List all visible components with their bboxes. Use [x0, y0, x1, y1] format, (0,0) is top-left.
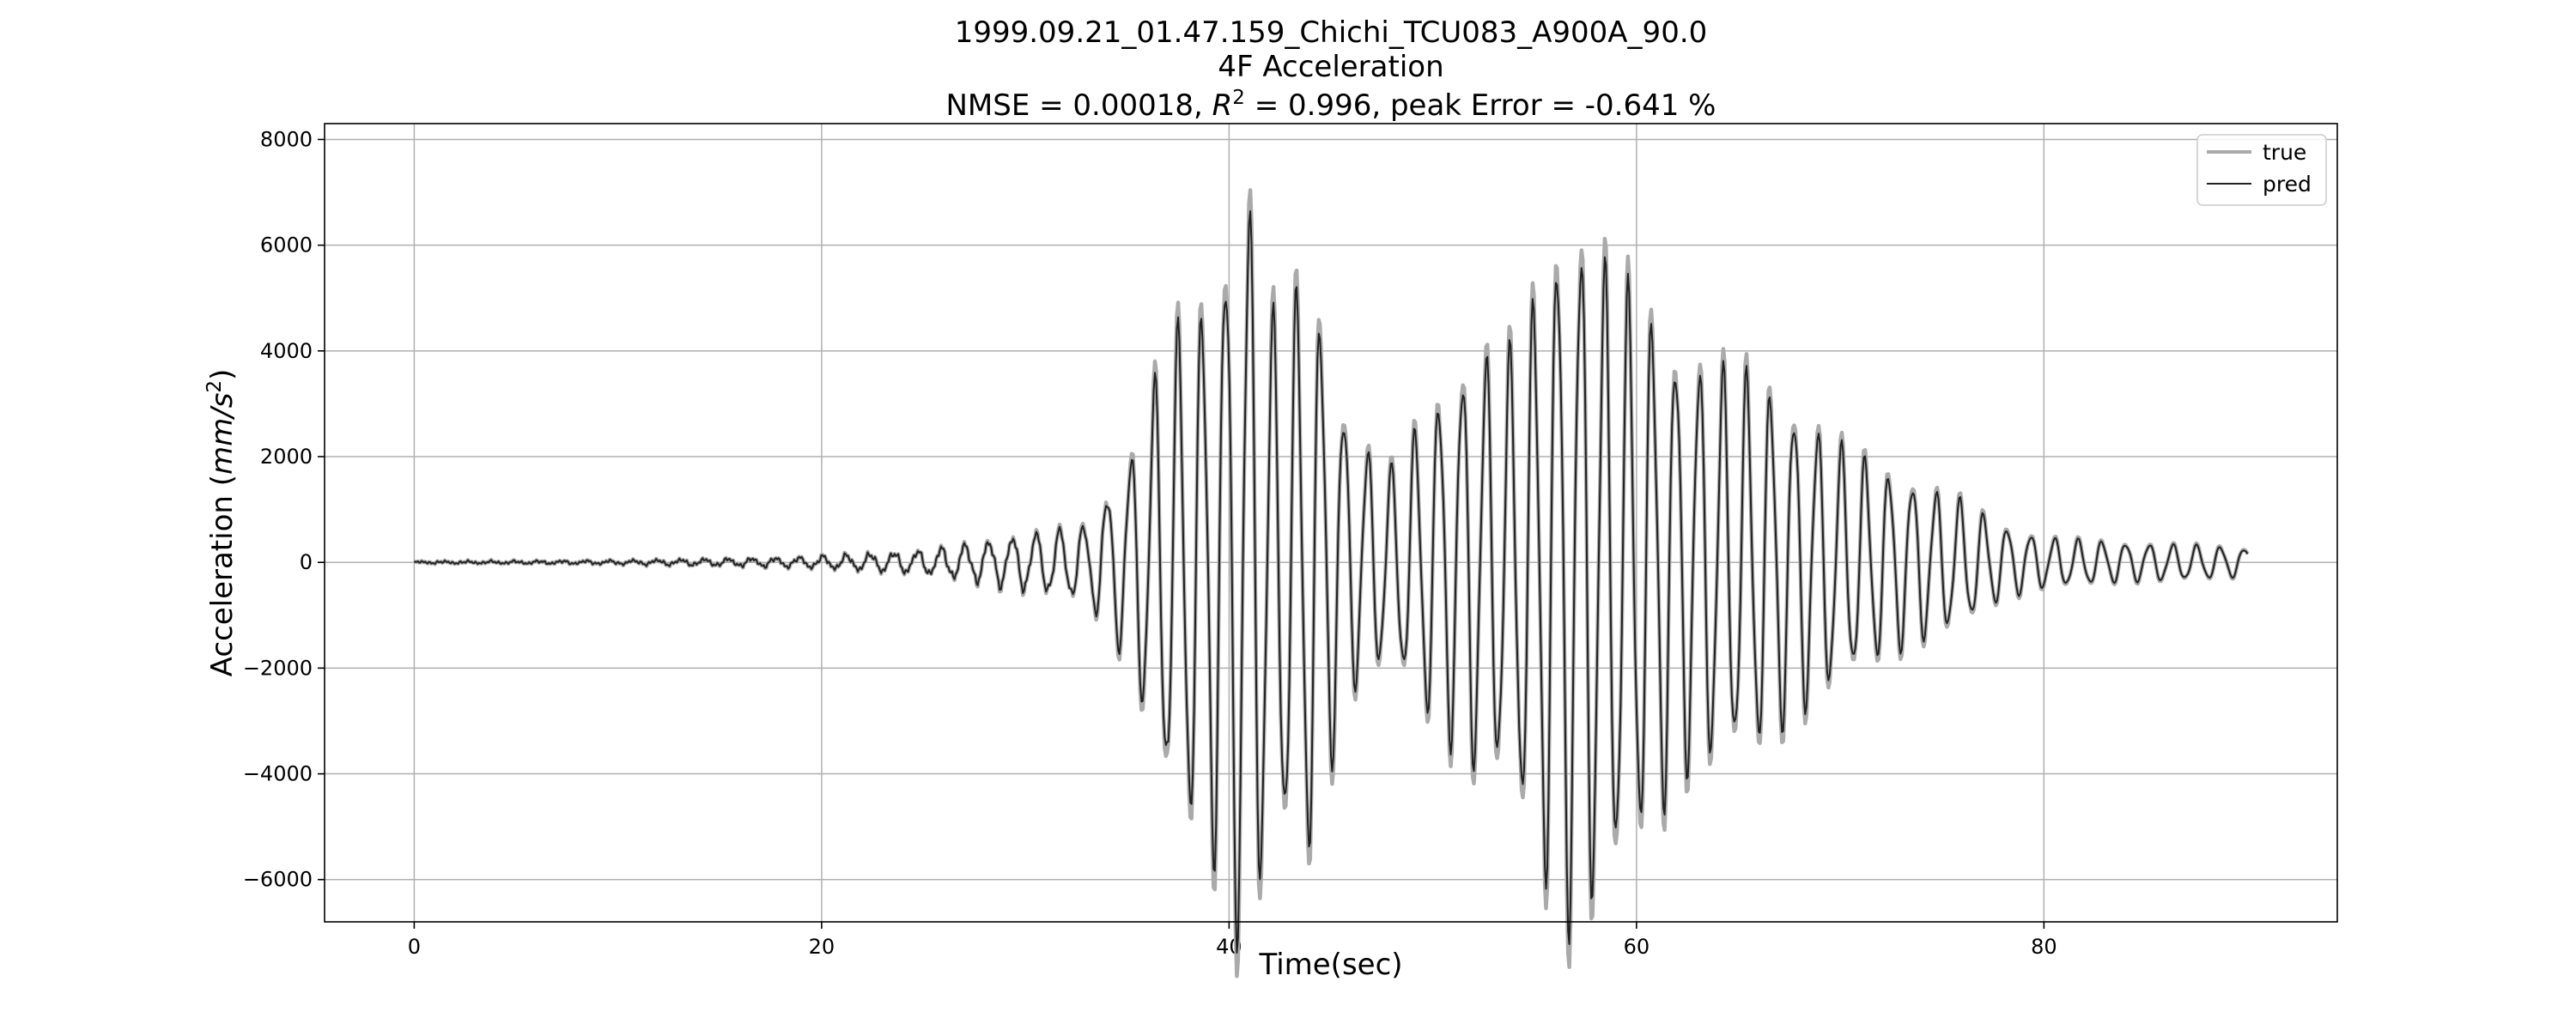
y-tick-label: −6000: [243, 868, 313, 892]
y-tick-label: −2000: [243, 656, 313, 680]
plot-frame: [324, 123, 2338, 923]
metrics-r-exponent: 2: [1232, 87, 1245, 109]
y-tick-label: 4000: [260, 339, 313, 363]
y-tick-label: 6000: [260, 233, 313, 258]
y-axis-label-exponent: 2: [204, 380, 226, 393]
x-tick-label: 60: [1624, 935, 1650, 959]
y-tick-label: 8000: [260, 127, 313, 151]
y-tick-label: −4000: [243, 762, 313, 786]
chart-title-metrics: NMSE = 0.00018, R2 = 0.996, peak Error =…: [945, 87, 1716, 123]
x-axis-label: Time(sec): [1258, 948, 1402, 982]
y-axis-label-prefix: Acceleration (: [205, 475, 240, 676]
legend-label-true: true: [2263, 140, 2306, 165]
y-axis-label: Acceleration (mm/s2): [204, 369, 240, 677]
y-axis-label-unit: mm/s: [205, 393, 240, 475]
series-line-true: [413, 188, 2250, 978]
metrics-nmse-text: NMSE = 0.00018,: [945, 88, 1212, 123]
legend: true pred: [2196, 134, 2327, 206]
y-axis-label-suffix: ): [205, 369, 240, 380]
x-tick-label: 80: [2031, 935, 2057, 959]
x-tick-label: 20: [809, 935, 835, 959]
metrics-rest-text: = 0.996, peak Error = -0.641 %: [1245, 88, 1716, 123]
y-tick-label: 2000: [260, 445, 313, 469]
chart-title-line-1: 1999.09.21_01.47.159_Chichi_TCU083_A900A…: [955, 15, 1708, 50]
x-tick-label: 0: [408, 935, 421, 959]
metrics-r-symbol: R: [1212, 88, 1233, 123]
plot-area: 0 20 40 60 80−6000−4000−20000200040006000800…: [243, 124, 2337, 978]
chart-title-line-2: 4F Acceleration: [1218, 50, 1443, 84]
legend-label-pred: pred: [2263, 172, 2312, 197]
series-line-pred: [413, 210, 2249, 954]
y-tick-label: 0: [300, 550, 313, 574]
